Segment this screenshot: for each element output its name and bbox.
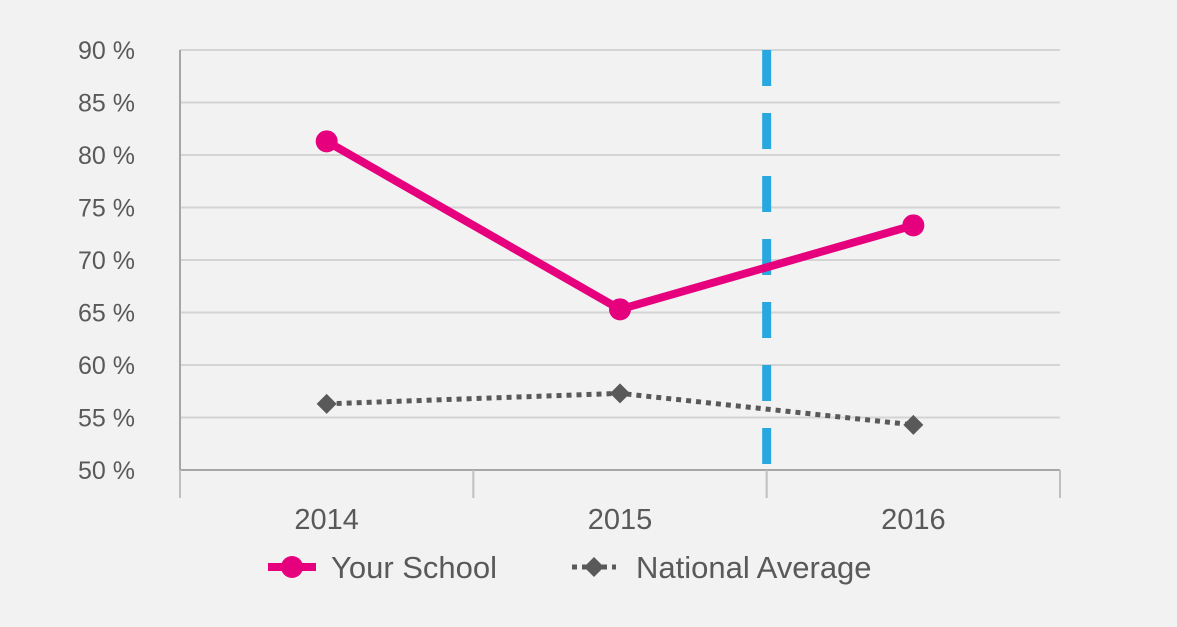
national-average-point — [316, 393, 337, 414]
y-tick-label: 70 % — [78, 247, 135, 275]
your-school-point — [315, 130, 338, 153]
y-tick-label: 55 % — [78, 405, 135, 433]
legend-marker-national-average — [584, 557, 604, 577]
national-average-point — [903, 414, 924, 435]
y-tick-label: 90 % — [78, 37, 135, 65]
y-tick-label: 60 % — [78, 352, 135, 380]
national-average-point — [610, 383, 630, 404]
x-tick-label: 2014 — [294, 504, 359, 536]
legend-label-national-average: National Average — [636, 550, 872, 585]
your-school-point — [902, 214, 925, 237]
y-tick-label: 50 % — [78, 457, 135, 485]
x-tick-label: 2016 — [881, 504, 946, 536]
x-tick-label: 2015 — [588, 504, 653, 536]
legend-marker-your-school — [281, 556, 303, 578]
your-school-point — [609, 298, 631, 321]
y-tick-label: 75 % — [78, 195, 135, 223]
your-school-line — [324, 137, 915, 314]
y-tick-label: 85 % — [78, 90, 135, 118]
y-tick-label: 65 % — [78, 300, 135, 328]
legend-label-your-school: Your School — [331, 550, 497, 585]
y-tick-label: 80 % — [78, 142, 135, 170]
